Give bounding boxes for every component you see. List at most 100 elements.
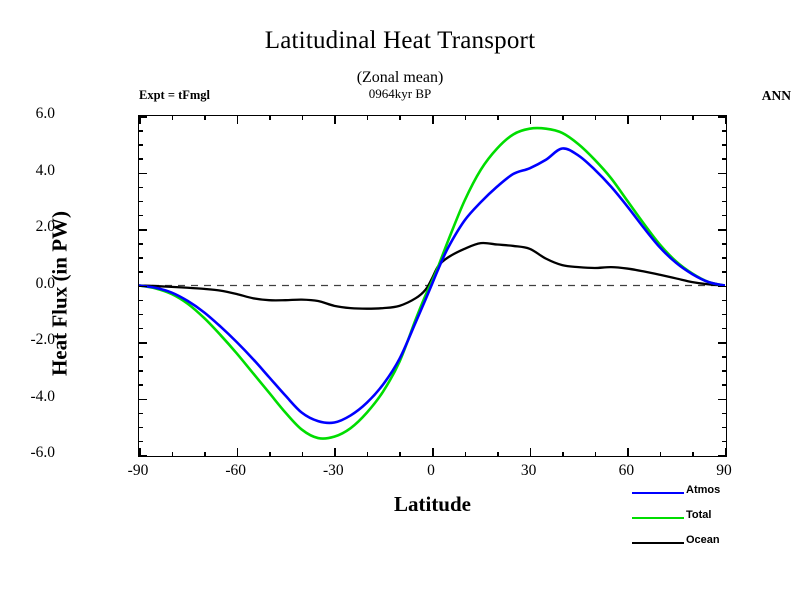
x-tick-label: 60 xyxy=(618,462,635,479)
page-title: Latitudinal Heat Transport xyxy=(264,27,536,54)
x-tick-top xyxy=(627,115,629,124)
x-tick-label: 0 xyxy=(427,462,435,479)
y-tick-right xyxy=(718,398,727,400)
x-tick-top xyxy=(594,115,597,120)
x-tick-bottom xyxy=(139,448,141,457)
x-tick-top xyxy=(562,115,564,120)
y-tick-right xyxy=(722,243,727,245)
y-tick-right xyxy=(722,271,727,273)
x-tick-bottom xyxy=(594,452,597,457)
y-tick-right xyxy=(722,257,727,259)
x-tick-bottom xyxy=(529,448,532,457)
x-tick-bottom xyxy=(366,452,369,457)
y-tick-minor xyxy=(138,440,143,443)
y-tick-minor xyxy=(138,200,143,203)
x-tick-label: 90 xyxy=(716,462,732,479)
series-line-ocean xyxy=(139,241,725,310)
y-tick-right xyxy=(722,130,727,132)
legend-item: Total xyxy=(610,507,800,532)
x-tick-label: -90 xyxy=(127,462,149,479)
y-tick-major xyxy=(138,342,147,344)
y-tick-label: 4.0 xyxy=(35,161,55,179)
y-tick-major xyxy=(138,229,147,231)
x-tick-top xyxy=(366,115,369,120)
y-tick-major xyxy=(138,285,147,287)
legend-label: Atmos xyxy=(686,484,721,496)
x-tick-bottom xyxy=(692,452,694,457)
x-tick-bottom xyxy=(269,452,271,457)
x-axis-title: Latitude xyxy=(393,492,471,516)
y-tick-minor xyxy=(138,158,143,160)
x-tick-bottom xyxy=(497,452,499,457)
x-tick-bottom xyxy=(334,448,336,457)
x-tick-bottom xyxy=(725,448,727,457)
season-label: ANN xyxy=(761,88,791,103)
y-tick-minor xyxy=(138,412,143,415)
x-tick-top xyxy=(204,115,206,120)
y-tick-minor xyxy=(138,144,143,146)
y-tick-label: -2.0 xyxy=(30,331,55,348)
y-tick-minor xyxy=(138,271,143,273)
y-tick-minor xyxy=(138,313,143,316)
x-tick-top xyxy=(497,115,499,120)
y-tick-minor xyxy=(138,356,143,358)
x-tick-top xyxy=(464,115,467,120)
chart-subtitle: (Zonal mean) xyxy=(356,69,444,86)
x-tick-bottom xyxy=(464,452,467,457)
y-tick-right xyxy=(722,440,727,443)
x-tick-top xyxy=(139,115,141,124)
y-tick-right xyxy=(718,285,727,287)
plot-area xyxy=(138,115,727,457)
legend-swatch-line xyxy=(632,542,684,545)
y-tick-major xyxy=(138,398,147,400)
y-tick-minor xyxy=(138,426,143,429)
x-tick-bottom xyxy=(399,452,401,457)
x-tick-top xyxy=(432,115,434,124)
y-tick-minor xyxy=(138,130,143,132)
x-tick-top xyxy=(399,115,401,120)
x-tick-top xyxy=(529,115,532,124)
x-tick-label: -30 xyxy=(322,462,344,479)
x-tick-bottom xyxy=(627,448,629,457)
x-tick-top xyxy=(171,115,174,120)
x-tick-top xyxy=(301,115,304,120)
x-tick-top xyxy=(334,115,336,124)
x-tick-top xyxy=(269,115,271,120)
legend-swatch-line xyxy=(632,492,684,495)
y-tick-right xyxy=(722,299,727,302)
y-tick-minor xyxy=(138,384,143,386)
y-tick-right xyxy=(722,370,727,372)
y-tick-right xyxy=(722,214,727,217)
y-tick-minor xyxy=(138,214,143,217)
y-tick-right xyxy=(722,327,727,330)
x-tick-top xyxy=(725,115,727,124)
legend-label: Ocean xyxy=(686,534,720,546)
y-tick-right xyxy=(722,412,727,415)
x-tick-label: -60 xyxy=(225,462,246,479)
y-tick-minor xyxy=(138,257,143,259)
y-tick-label: -4.0 xyxy=(30,387,55,405)
y-tick-right xyxy=(722,144,727,146)
y-tick-minor xyxy=(138,327,143,330)
x-tick-bottom xyxy=(204,452,206,457)
x-tick-top xyxy=(692,115,694,120)
series-layer xyxy=(139,126,725,440)
legend-label: Total xyxy=(686,509,712,521)
y-tick-minor xyxy=(138,243,143,245)
y-tick-label: 0.0 xyxy=(35,274,55,292)
period-label: 0964kyr BP xyxy=(368,86,432,101)
y-tick-right xyxy=(722,200,727,203)
y-tick-right xyxy=(722,356,727,358)
chart-legend: Atmos Total Ocean xyxy=(610,482,800,557)
y-tick-right xyxy=(718,455,727,457)
legend-swatch-line xyxy=(632,517,684,520)
y-tick-right xyxy=(718,116,727,118)
legend-item: Atmos xyxy=(610,482,800,507)
y-tick-minor xyxy=(138,186,143,189)
legend-item: Ocean xyxy=(610,532,800,557)
experiment-label: Expt = tFmgl xyxy=(139,88,211,102)
x-tick-bottom xyxy=(562,452,564,457)
y-tick-right xyxy=(718,172,727,174)
y-tick-label: -6.0 xyxy=(30,444,55,461)
